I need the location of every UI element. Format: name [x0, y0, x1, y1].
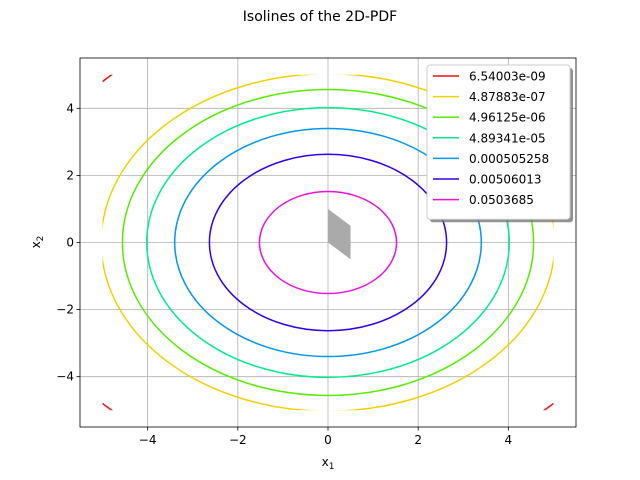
contours [102, 74, 554, 411]
isoline-4.89341e-05 [145, 106, 511, 379]
legend-entry: 4.87883e-07 [469, 90, 546, 104]
y-tick-label: −2 [56, 303, 74, 317]
x-tick-label: 4 [505, 433, 513, 447]
x-tick-label: 2 [414, 433, 422, 447]
legend: 6.54003e-09 4.87883e-07 4.96125e-06 4.89341… [426, 64, 573, 223]
y-tick-label: −4 [56, 370, 74, 384]
x-tick-label: 0 [324, 433, 332, 447]
y-tick-label: 0 [66, 236, 74, 250]
isoline-4.96125e-06 [121, 88, 535, 397]
legend-box [426, 64, 571, 220]
isoline-0.00506013 [208, 153, 448, 332]
legend-entry: 4.89341e-05 [469, 131, 546, 145]
ticks: −4 −2 0 2 4 −4 −2 0 2 4 [56, 101, 512, 447]
y-axis-label: x2 [29, 236, 46, 249]
isoline-0.0503685 [258, 190, 398, 295]
mean-marker-shape [328, 208, 351, 260]
legend-entry: 0.000505258 [469, 152, 549, 166]
y-tick-label: 2 [66, 168, 74, 182]
chart-title: Isolines of the 2D-PDF [243, 9, 397, 25]
y-tick-label: 4 [66, 101, 74, 115]
legend-entry: 4.96125e-06 [469, 111, 546, 125]
legend-entry: 6.54003e-09 [469, 70, 546, 84]
isoline-0.000505258 [173, 127, 483, 358]
legend-entry: 0.0503685 [469, 193, 534, 207]
x-tick-label: −4 [139, 433, 157, 447]
plot-area [102, 74, 554, 411]
legend-entry: 0.00506013 [469, 173, 542, 187]
x-tick-label: −2 [229, 433, 247, 447]
x-axis-label: x1 [322, 455, 335, 472]
